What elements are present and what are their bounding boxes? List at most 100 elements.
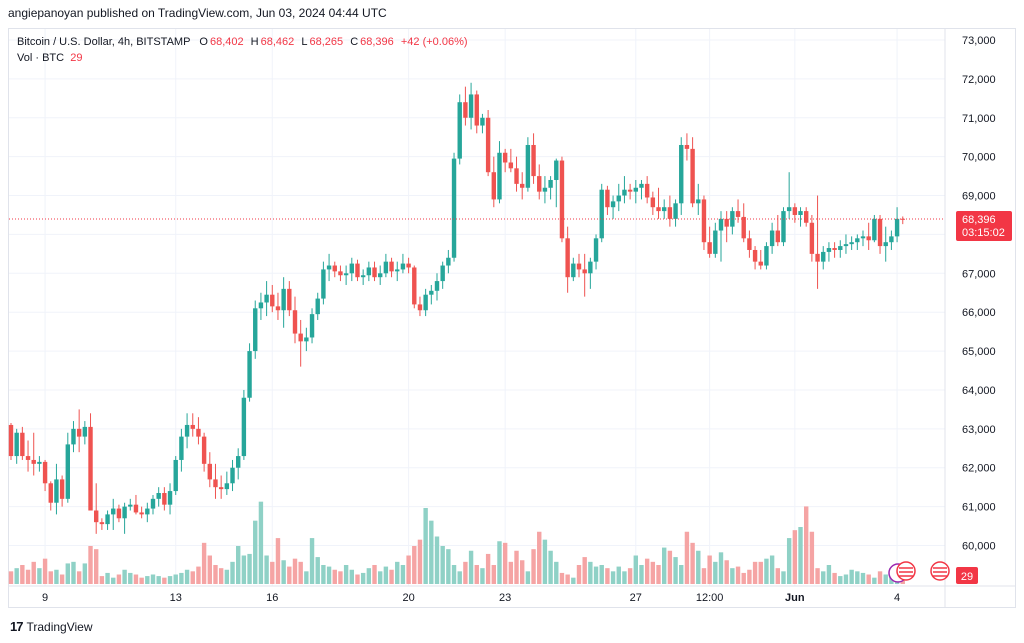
- volume-bar: [815, 568, 820, 584]
- volume-bar: [179, 572, 184, 584]
- candle: [491, 156, 496, 208]
- candle: [724, 211, 729, 243]
- symbol-label: Bitcoin / U.S. Dollar, 4h, BITSTAMP: [17, 36, 191, 48]
- volume-bar: [769, 555, 775, 584]
- candle: [559, 156, 565, 243]
- volume-value-label: 29: [961, 571, 973, 583]
- time-tick-label: 16: [266, 592, 278, 604]
- volume-bar: [582, 557, 587, 584]
- volume-bar: [548, 550, 553, 584]
- volume-bar: [644, 558, 650, 584]
- candle: [627, 183, 633, 200]
- candle: [707, 226, 712, 258]
- candle: [287, 281, 292, 317]
- volume-bar: [838, 576, 843, 584]
- candle: [764, 242, 769, 270]
- candle: [162, 487, 167, 511]
- volume-bar: [667, 550, 673, 584]
- volume-bar: [429, 520, 434, 584]
- volume-bar: [491, 565, 496, 584]
- price-tick-label: 72,000: [962, 74, 996, 86]
- candle: [395, 261, 400, 282]
- volume-bar: [258, 501, 264, 584]
- candle: [59, 475, 65, 507]
- candle: [900, 216, 905, 225]
- volume-bar: [627, 568, 633, 584]
- candle: [315, 292, 320, 320]
- volume-bar: [400, 565, 406, 584]
- volume-bar: [105, 572, 110, 584]
- candle: [531, 133, 536, 184]
- volume-bar: [826, 565, 832, 584]
- volume-bar: [196, 566, 201, 584]
- candle: [605, 185, 610, 215]
- volume-bar: [463, 561, 468, 584]
- candle: [758, 249, 763, 270]
- candle: [173, 456, 178, 495]
- candle: [88, 413, 93, 511]
- volume-bar: [71, 561, 76, 584]
- volume-bar: [537, 531, 542, 584]
- candle: [20, 426, 25, 460]
- volume-bar: [201, 542, 207, 584]
- volume-bar: [150, 574, 156, 584]
- volume-bar: [20, 565, 25, 584]
- candle: [639, 179, 644, 200]
- volume-bar: [525, 571, 531, 584]
- candle: [207, 452, 212, 488]
- candle: [656, 187, 661, 219]
- candle: [730, 207, 735, 235]
- candle: [281, 277, 286, 328]
- volume-bar: [576, 565, 582, 584]
- candle: [514, 156, 519, 192]
- price-tick-label: 73,000: [962, 35, 996, 47]
- candle: [775, 214, 780, 247]
- last-price-label: 68,396: [962, 214, 996, 226]
- volume-bar: [599, 565, 604, 584]
- volume-bar: [264, 555, 269, 584]
- volume-bar: [730, 568, 735, 584]
- candle: [349, 257, 354, 282]
- ohlc-row: Bitcoin / U.S. Dollar, 4h, BITSTAMP O 68,…: [17, 34, 468, 50]
- volume-bar: [877, 571, 883, 584]
- event-flags-icon[interactable]: [888, 561, 950, 583]
- volume-bar: [213, 565, 218, 584]
- candle: [684, 133, 690, 161]
- bar-countdown-label: 03:15:02: [962, 227, 1005, 239]
- volume-bar: [440, 546, 445, 584]
- volume-bar: [94, 549, 99, 584]
- volume-bar: [531, 549, 536, 584]
- candle: [883, 226, 888, 262]
- candle: [213, 463, 218, 499]
- volume-bar: [656, 565, 661, 584]
- volume-bar: [752, 561, 758, 584]
- volume-bar: [520, 560, 525, 584]
- candle: [71, 421, 76, 453]
- volume-bar: [821, 571, 826, 584]
- candle: [622, 176, 627, 204]
- footer-brand[interactable]: TradingView: [26, 619, 93, 634]
- candle: [429, 284, 434, 305]
- volume-bar: [395, 561, 400, 584]
- candle: [366, 261, 372, 282]
- candle: [355, 259, 360, 282]
- candle: [548, 176, 553, 200]
- volume-bar: [718, 552, 724, 584]
- volume-bar: [309, 538, 315, 584]
- volume-bar: [8, 571, 14, 584]
- candle: [400, 253, 406, 274]
- volume-bar: [37, 568, 42, 584]
- candle: [690, 137, 695, 208]
- volume-bar: [230, 561, 235, 584]
- high-value: 68,462: [260, 36, 295, 48]
- volume-badge: 29: [956, 567, 978, 584]
- candle: [468, 82, 474, 130]
- volume-bar: [42, 558, 48, 584]
- candle: [128, 498, 133, 511]
- candle: [65, 432, 70, 503]
- volume-bar: [798, 527, 803, 584]
- volume-bar: [650, 561, 656, 584]
- candle: [565, 226, 570, 293]
- volume-bar: [559, 572, 565, 584]
